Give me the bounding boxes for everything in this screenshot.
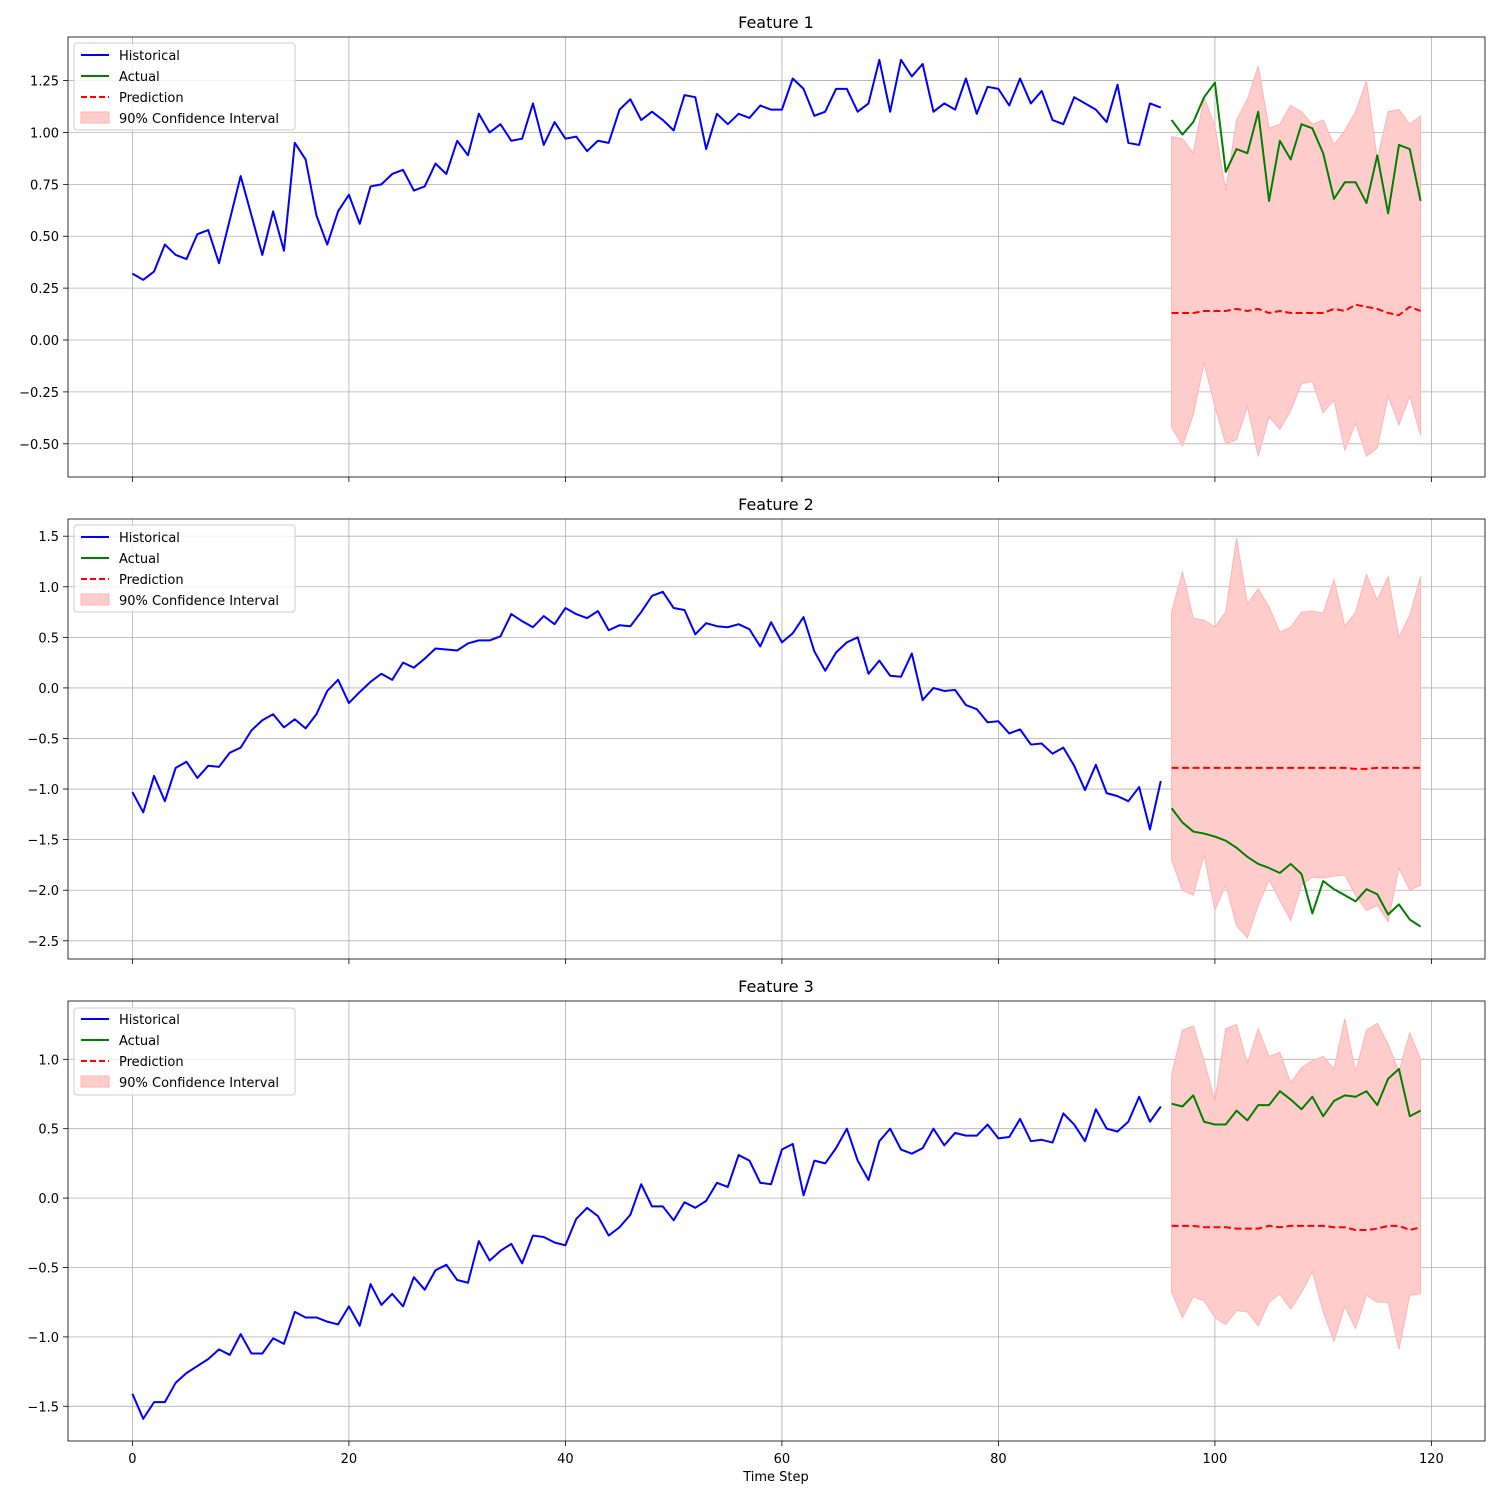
y-tick-label: 1.0: [38, 581, 59, 596]
x-tick-label: 80: [990, 1452, 1007, 1467]
y-tick-label: −0.5: [27, 732, 59, 747]
y-tick-label: 0.75: [30, 178, 59, 193]
historical-line: [131, 590, 1162, 831]
y-tick-label: 0.25: [30, 282, 59, 297]
y-tick-label: 1.5: [38, 530, 59, 545]
y-tick-label: 0.00: [30, 334, 59, 349]
y-tick-label: −0.25: [19, 386, 59, 401]
y-tick-label: −0.50: [19, 438, 59, 453]
y-tick-label: −1.5: [27, 1400, 59, 1415]
plot-area: 0 20 40 60 80 100 120 −1.5 −1.0 −0.5 0.0 0.5 1.0: [27, 1000, 1486, 1467]
x-tick-label: 60: [774, 1452, 791, 1467]
legend-actual-label: Actual: [119, 552, 160, 567]
confidence-band: [1171, 1018, 1422, 1350]
y-tick-label: −1.0: [27, 783, 59, 798]
legend: Historical Actual Prediction 90% Confide…: [73, 524, 296, 613]
legend-prediction-label: Prediction: [119, 91, 184, 106]
x-tick-label: 120: [1419, 1452, 1444, 1467]
subplot-title: Feature 1: [738, 13, 814, 32]
y-tick-label: −0.5: [27, 1261, 59, 1276]
legend-ci-swatch: [80, 593, 110, 606]
x-axis-label: Time Step: [742, 1470, 809, 1485]
y-tick-label: 0.5: [38, 1123, 59, 1138]
legend-historical-label: Historical: [119, 49, 180, 64]
legend-ci-label: 90% Confidence Interval: [119, 594, 279, 609]
axes-frame: [67, 36, 1486, 478]
y-tick-label: 1.25: [30, 75, 59, 90]
subplot-feature-1: Feature 1 −0.50 −0.25 0.00 0.25 0.50 0.75 1.00…: [19, 13, 1486, 482]
legend-ci-label: 90% Confidence Interval: [119, 112, 279, 127]
confidence-band: [1171, 65, 1422, 458]
legend-historical-label: Historical: [119, 531, 180, 546]
y-tick-label: 0.0: [38, 1192, 59, 1207]
legend: Historical Actual Prediction 90% Confide…: [73, 42, 296, 131]
subplot-feature-3: Feature 3 0 20 40 60 80 100 120 −1.5 −1.0 −0.5 0.0…: [27, 977, 1486, 1467]
x-tick-label: 100: [1203, 1452, 1228, 1467]
subplot-title: Feature 2: [738, 495, 814, 514]
y-tick-label: 1.00: [30, 126, 59, 141]
y-tick-label: 0.0: [38, 682, 59, 697]
legend-ci-label: 90% Confidence Interval: [119, 1076, 279, 1091]
legend-prediction-label: Prediction: [119, 573, 184, 588]
actual-line: [1171, 1068, 1422, 1126]
legend-ci-swatch: [80, 1075, 110, 1088]
x-tick-label: 40: [557, 1452, 574, 1467]
legend-historical-label: Historical: [119, 1013, 180, 1028]
legend-box: [73, 42, 296, 131]
y-tick-label: 0.50: [30, 230, 59, 245]
subplot-title: Feature 3: [738, 977, 814, 996]
actual-line: [1170, 81, 1422, 215]
x-tick-label: 20: [341, 1452, 358, 1467]
actual-line: [1170, 807, 1422, 928]
plot-area: −0.50 −0.25 0.00 0.25 0.50 0.75 1.00 1.25: [19, 36, 1486, 482]
y-tick-label: −1.5: [27, 834, 59, 849]
axes-frame: [67, 518, 1486, 960]
subplot-feature-2: Feature 2 −2.5 −2.0 −1.5 −1.0 −0.5 0.0 0.5 1.0 1…: [27, 495, 1486, 964]
historical-line: [131, 1095, 1162, 1420]
legend-box: [73, 1007, 296, 1096]
legend: Historical Actual Prediction 90% Confide…: [73, 1007, 296, 1096]
legend-prediction-label: Prediction: [119, 1055, 184, 1070]
confidence-band: [1171, 538, 1422, 939]
y-tick-label: −1.0: [27, 1331, 59, 1346]
y-tick-label: −2.5: [27, 935, 59, 950]
y-tick-label: 1.0: [38, 1053, 59, 1068]
historical-line: [131, 58, 1162, 281]
legend-box: [73, 524, 296, 613]
axes-frame: [67, 1000, 1486, 1442]
y-tick-label: 0.5: [38, 631, 59, 646]
legend-actual-label: Actual: [119, 70, 160, 85]
x-tick-label: 0: [128, 1452, 136, 1467]
prediction-line: [1171, 303, 1421, 317]
legend-ci-swatch: [80, 111, 110, 124]
y-tick-label: −2.0: [27, 884, 59, 899]
plot-area: −2.5 −2.0 −1.5 −1.0 −0.5 0.0 0.5 1.0 1.5: [27, 518, 1486, 964]
legend-actual-label: Actual: [119, 1034, 160, 1049]
